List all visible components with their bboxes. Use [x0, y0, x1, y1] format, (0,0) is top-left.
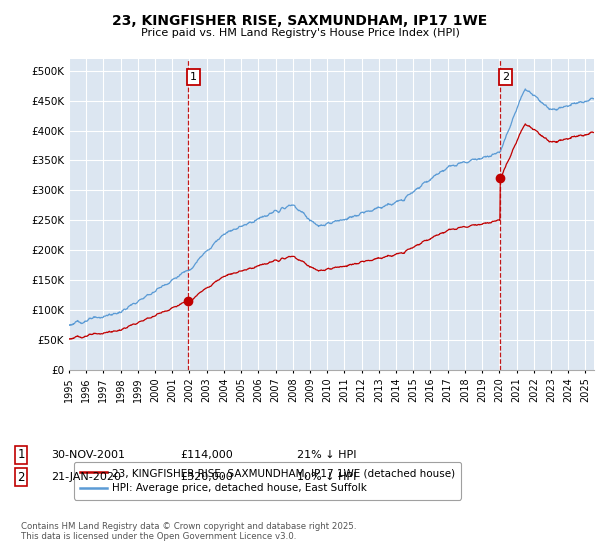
Text: 10% ↓ HPI: 10% ↓ HPI	[297, 472, 356, 482]
Text: 2: 2	[502, 72, 509, 82]
Text: £320,000: £320,000	[180, 472, 233, 482]
Legend: 23, KINGFISHER RISE, SAXMUNDHAM, IP17 1WE (detached house), HPI: Average price, : 23, KINGFISHER RISE, SAXMUNDHAM, IP17 1W…	[74, 462, 461, 500]
Text: 2: 2	[17, 470, 25, 484]
Text: 21-JAN-2020: 21-JAN-2020	[51, 472, 121, 482]
Text: 1: 1	[190, 72, 197, 82]
Text: 21% ↓ HPI: 21% ↓ HPI	[297, 450, 356, 460]
Text: £114,000: £114,000	[180, 450, 233, 460]
Text: Contains HM Land Registry data © Crown copyright and database right 2025.
This d: Contains HM Land Registry data © Crown c…	[21, 522, 356, 542]
Text: 23, KINGFISHER RISE, SAXMUNDHAM, IP17 1WE: 23, KINGFISHER RISE, SAXMUNDHAM, IP17 1W…	[112, 14, 488, 28]
Text: 1: 1	[17, 448, 25, 461]
Text: 30-NOV-2001: 30-NOV-2001	[51, 450, 125, 460]
Text: Price paid vs. HM Land Registry's House Price Index (HPI): Price paid vs. HM Land Registry's House …	[140, 28, 460, 38]
